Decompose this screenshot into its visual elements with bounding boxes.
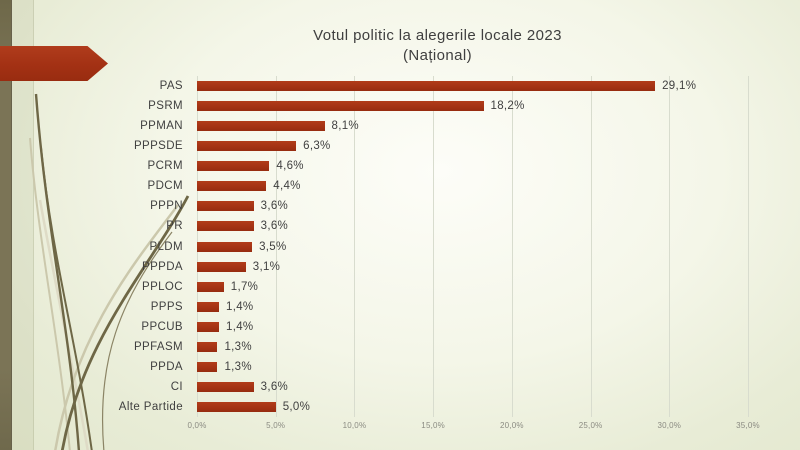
x-tick-label: 10,0% — [342, 421, 367, 430]
x-tick-label: 0,0% — [187, 421, 207, 430]
category-label: PPPS — [150, 300, 183, 313]
category-label: PPPSDE — [133, 140, 183, 153]
bar-row: 3,6% — [197, 216, 748, 236]
x-tick-label: 25,0% — [578, 421, 603, 430]
category-label: PSRM — [148, 100, 183, 113]
bar-row: 1,3% — [197, 337, 748, 357]
bar — [197, 281, 224, 292]
bar-value-label: 1,4% — [226, 300, 254, 313]
gridline — [511, 76, 513, 417]
chart-title-line2: (Național) — [402, 47, 473, 64]
bar — [197, 221, 254, 232]
bar-rows: 29,1% 18,2% 8,1% 6,3% 4,6% 4,4% 3,6% 3,6% 3,5% 3,… — [197, 76, 748, 417]
bar-row: 18,2% — [197, 96, 748, 116]
bar — [197, 402, 276, 413]
value-axis: 0,0% 5,0% 10,0% 15,0% 20,0% 25,0% 30,0% 35,0% — [187, 421, 759, 435]
swoosh-decoration — [29, 93, 190, 450]
category-label: PR — [166, 220, 183, 233]
bar-value-label: 3,6% — [260, 380, 289, 393]
bar — [197, 361, 218, 372]
bar-row: 1,3% — [197, 357, 748, 377]
bar-value-label: 3,6% — [260, 200, 289, 213]
bar — [197, 261, 246, 272]
bar-row: 1,4% — [197, 297, 748, 317]
gridline — [590, 76, 592, 417]
bar-row: 3,6% — [197, 196, 748, 216]
gridline — [433, 76, 435, 417]
bar-value-label: 1,4% — [226, 320, 254, 333]
category-label: PPPN — [150, 200, 183, 213]
red-arrow-decoration — [0, 46, 108, 81]
bar — [197, 341, 218, 352]
x-tick-label: 20,0% — [500, 421, 524, 430]
bar-value-label: 3,5% — [259, 240, 287, 253]
category-label: PPFASM — [133, 340, 183, 353]
bar — [197, 321, 220, 332]
category-label: PPLOC — [142, 280, 183, 293]
category-label: PPCUB — [141, 320, 183, 333]
background-tint-band — [11, 0, 34, 450]
bar — [197, 121, 325, 132]
bar-value-label: 1,3% — [224, 340, 252, 353]
bar-value-label: 1,3% — [224, 360, 252, 373]
x-tick-label: 30,0% — [657, 421, 682, 430]
bar-row: 1,7% — [197, 277, 748, 297]
gridline — [354, 76, 356, 417]
category-label: PPDA — [150, 360, 183, 373]
bar-value-label: 29,1% — [662, 80, 697, 93]
gridline — [748, 76, 749, 417]
bar-row: 5,0% — [197, 397, 748, 417]
gridline — [669, 76, 671, 417]
bar-value-label: 3,6% — [260, 220, 289, 233]
category-label: PAS — [159, 80, 183, 93]
bar-row: 3,1% — [197, 257, 748, 277]
bar — [197, 241, 253, 252]
bar-row: 4,6% — [197, 156, 748, 176]
x-tick-label: 35,0% — [736, 421, 760, 430]
category-label: PPPDA — [142, 260, 183, 273]
category-axis: PAS PSRM PPMAN PPPSDE PCRM PDCM PPPN PR PLDM PPPD… — [0, 76, 190, 417]
bar — [197, 81, 656, 92]
side-stripe-decoration — [0, 0, 12, 450]
x-tick-label: 5,0% — [266, 421, 286, 430]
category-label: CI — [170, 380, 183, 393]
bar-row: 6,3% — [197, 136, 748, 156]
bar — [197, 101, 484, 112]
bar — [197, 141, 297, 152]
category-label: PCRM — [147, 160, 183, 173]
bar-row: 29,1% — [197, 76, 748, 96]
bar-row: 4,4% — [197, 176, 748, 196]
bar-value-label: 5,0% — [282, 401, 311, 414]
category-label: PDCM — [147, 180, 183, 193]
x-tick-label: 15,0% — [421, 421, 445, 430]
chart-title-line1: Votul politic la alegerile locale 2023 — [313, 27, 562, 44]
bar — [197, 181, 267, 192]
bar-row: 1,4% — [197, 317, 748, 337]
plot-area: 29,1% 18,2% 8,1% 6,3% 4,6% 4,4% 3,6% 3,6% 3,5% 3,… — [197, 76, 749, 417]
bar-row: 3,5% — [197, 237, 748, 257]
bar-row: 3,6% — [197, 377, 748, 397]
bar — [197, 381, 254, 392]
category-label: PLDM — [149, 240, 183, 253]
bar-value-label: 1,7% — [230, 280, 259, 293]
bar-value-label: 8,1% — [331, 120, 359, 133]
category-label: Alte Partide — [118, 401, 183, 414]
bar-value-label: 4,4% — [273, 180, 301, 193]
gridline — [275, 76, 277, 417]
bar-value-label: 6,3% — [303, 140, 331, 153]
bar-value-label: 18,2% — [490, 100, 525, 113]
bar-value-label: 4,6% — [276, 160, 304, 173]
bar — [197, 301, 220, 312]
chart-title: Votul politic la alegerile locale 2023 (… — [110, 26, 765, 66]
bar — [197, 161, 270, 172]
bar-row: 8,1% — [197, 116, 748, 136]
category-label: PPMAN — [140, 120, 183, 133]
bar — [197, 201, 254, 212]
bar-value-label: 3,1% — [252, 260, 281, 273]
